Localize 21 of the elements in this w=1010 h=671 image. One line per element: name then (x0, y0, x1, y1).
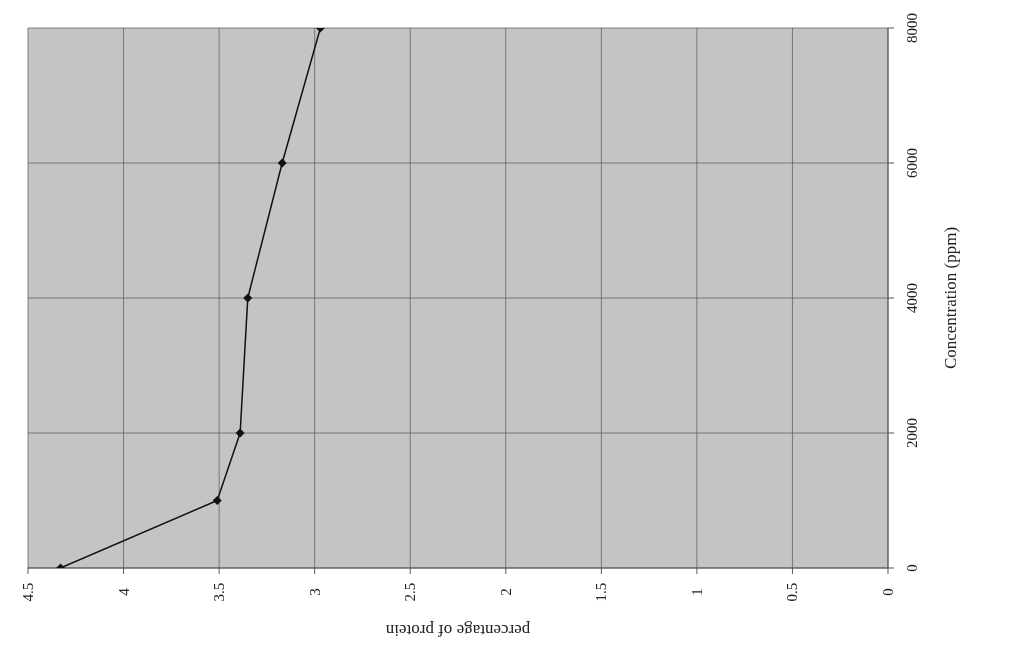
y-tick-label: 4000 (904, 283, 920, 313)
y-tick-label: 8000 (904, 13, 920, 43)
x-tick-label: 1 (688, 588, 705, 596)
x-axis-title: percentage of protein (385, 620, 531, 640)
x-tick-label: 1.5 (593, 582, 610, 602)
x-tick-label: 2 (497, 588, 514, 596)
x-tick-label: 3 (306, 588, 323, 596)
x-tick-label: 4.5 (20, 582, 36, 602)
point (243, 293, 253, 303)
y-tick-label: 2000 (904, 418, 920, 448)
y-tick-label: 6000 (904, 148, 920, 178)
x-tick-label: 4 (115, 587, 132, 596)
point (277, 158, 287, 168)
x-tick-label: 2.5 (402, 582, 419, 602)
y-axis-title: Concentration (ppm) (940, 226, 960, 370)
x-tick-label: 0.5 (784, 582, 801, 602)
point (212, 496, 222, 505)
point (235, 428, 245, 438)
x-tick-label: 0 (880, 588, 896, 596)
x-tick-label: 3.5 (211, 582, 228, 602)
y-tick-label: 0 (904, 564, 920, 572)
